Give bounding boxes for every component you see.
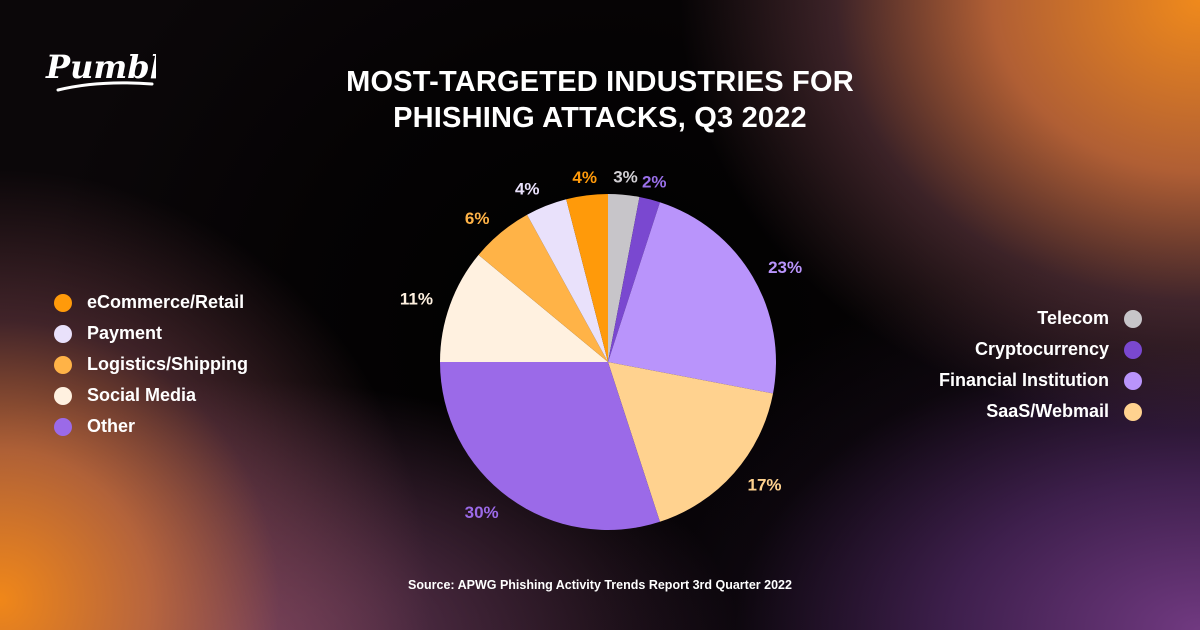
pie-slice-other (440, 362, 660, 530)
pumble-logo: Pumble (45, 48, 156, 92)
legend-swatch (54, 355, 72, 374)
legend-label: Financial Institution (939, 370, 1109, 390)
legend-label: eCommerce/Retail (87, 292, 245, 312)
chart-title-line-1: MOST-TARGETED INDUSTRIES FOR (346, 66, 854, 98)
legend-label: Social Media (87, 385, 197, 405)
pie-slice-cryptocurrency (608, 196, 660, 362)
svg-text:Pumble: Pumble (45, 48, 156, 86)
legend-label: Telecom (1037, 308, 1109, 328)
legend-swatch (54, 324, 72, 343)
pie-label-social-media: 11% (400, 289, 433, 308)
source-note: Source: APWG Phishing Activity Trends Re… (408, 578, 792, 592)
legend-item-other: Other (54, 411, 248, 442)
legend-item-payment: Payment (54, 318, 248, 349)
legend-item-social-media: Social Media (54, 380, 248, 411)
pie-label-telecom: 3% (613, 167, 638, 186)
legend-swatch (1124, 340, 1142, 359)
chart-title: MOST-TARGETED INDUSTRIES FOR PHISHING AT… (300, 64, 900, 136)
legend-label: Logistics/Shipping (87, 354, 248, 374)
pie-slice-financial-institution (608, 202, 776, 394)
legend-swatch (1124, 371, 1142, 390)
legend-swatch (1124, 402, 1142, 421)
legend-label: Payment (87, 323, 163, 343)
pie-label-ecommerce-retail: 4% (572, 168, 597, 187)
pie-label-cryptocurrency: 2% (642, 172, 667, 191)
legend-swatch (54, 293, 72, 312)
legend-swatch (54, 417, 72, 436)
legend-swatch (54, 386, 72, 405)
pie-slice-logistics-shipping (478, 214, 608, 362)
pie-label-saas-webmail: 17% (748, 476, 782, 495)
legend-item-saas-webmail: SaaS/Webmail (939, 396, 1142, 427)
pie-slice-saas-webmail (608, 362, 774, 522)
legend-label: Other (87, 416, 136, 436)
legend-label: Cryptocurrency (974, 339, 1109, 359)
pie-slices (440, 194, 776, 530)
chart-title-line-2: PHISHING ATTACKS, Q3 2022 (393, 102, 807, 134)
legend-item-cryptocurrency: Cryptocurrency (939, 334, 1142, 365)
pie-value-labels: 3% 2% 23% 17% 30% 11% 6% 4% 4% (400, 167, 802, 522)
legend-left: eCommerce/Retail Payment Logistics/Shipp… (54, 287, 248, 442)
legend-right: Telecom Cryptocurrency Financial Institu… (939, 303, 1142, 427)
legend-label: SaaS/Webmail (986, 401, 1109, 421)
legend-swatch (1124, 309, 1142, 328)
pie-label-other: 30% (465, 503, 499, 522)
pie-slice-telecom (608, 194, 640, 362)
pie-label-financial-institution: 23% (768, 258, 802, 277)
legend-item-ecommerce-retail: eCommerce/Retail (54, 287, 248, 318)
legend-item-logistics-shipping: Logistics/Shipping (54, 349, 248, 380)
pie-slice-social-media (440, 254, 608, 362)
pie-label-logistics-shipping: 6% (465, 209, 490, 228)
legend-item-telecom: Telecom (939, 303, 1142, 334)
legend-item-financial-institution: Financial Institution (939, 365, 1142, 396)
pie-slice-ecommerce-retail (566, 194, 608, 362)
pie-slice-payment (527, 199, 608, 362)
pie-label-payment: 4% (515, 180, 540, 199)
